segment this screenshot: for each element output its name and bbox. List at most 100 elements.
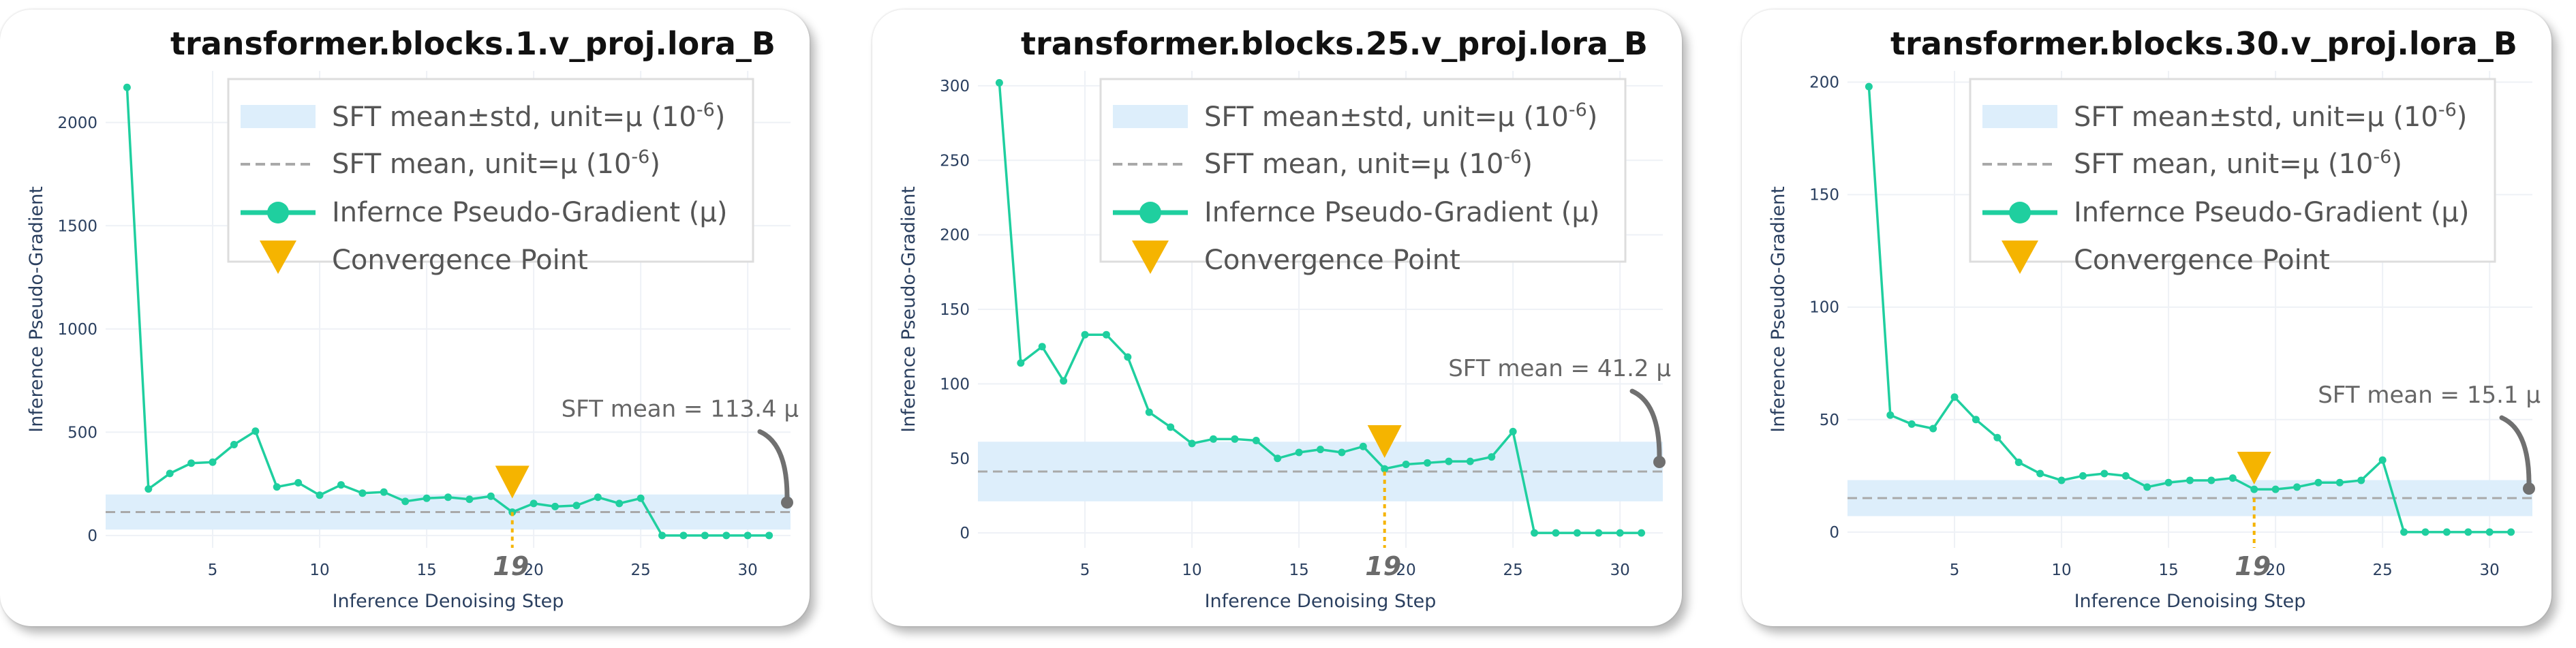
annotation-arrow-head (781, 496, 793, 509)
x-tick-label: 25 (2373, 561, 2393, 579)
gradient-point (1295, 448, 1303, 457)
gradient-point (358, 489, 367, 497)
gradient-point (337, 481, 345, 489)
gradient-point (123, 83, 131, 91)
convergence-step-label: 19 (1365, 551, 1401, 581)
gradient-point (1929, 425, 1937, 433)
gradient-point (444, 493, 452, 502)
gradient-point (1231, 435, 1239, 443)
x-tick-label: 15 (2158, 561, 2178, 579)
x-tick-label: 25 (631, 561, 651, 579)
legend-swatch-band (241, 105, 316, 128)
gradient-point (551, 502, 559, 510)
gradient-point (1252, 437, 1260, 444)
legend-mean-label: SFT mean, unit=μ (10-6) (332, 146, 660, 180)
gradient-point (380, 488, 388, 496)
gradient-point (1188, 439, 1196, 448)
convergence-step-label: 19 (493, 551, 529, 581)
gradient-point (1017, 359, 1025, 367)
chart-svg: transformer.blocks.1.v_proj.lora_B 5 10 15 2… (26, 25, 799, 612)
convergence-marker (495, 465, 530, 499)
gradient-point (166, 469, 174, 478)
chart-title: transformer.blocks.1.v_proj.lora_B (170, 25, 776, 62)
convergence-step-label: 19 (2235, 551, 2271, 581)
x-tick-label: 30 (738, 561, 758, 579)
gradient-point (2271, 485, 2280, 493)
gradient-point (1145, 408, 1153, 416)
legend-band-label: SFT mean±std, unit=μ (10-6) (2074, 99, 2467, 133)
gradient-point (594, 493, 602, 502)
y-tick-label: 200 (940, 227, 970, 245)
x-tick-label: 30 (2480, 561, 2500, 579)
gradient-point (1993, 433, 2002, 442)
gradient-point (2164, 478, 2173, 487)
sft-mean-annotation: SFT mean = 15.1 μ (2318, 382, 2541, 409)
gradient-point (1081, 330, 1089, 339)
gradient-point (1907, 420, 1916, 428)
gradient-point (1488, 453, 1496, 461)
gradient-point (2143, 483, 2151, 491)
gradient-point (679, 531, 688, 540)
sft-std-band (1847, 480, 2532, 516)
gradient-point (530, 499, 538, 508)
gradient-point (1124, 353, 1132, 361)
y-tick-label: 2000 (57, 114, 97, 132)
gradient-point (2357, 476, 2365, 484)
gradient-point (401, 497, 410, 506)
gradient-point (2485, 528, 2494, 536)
x-axis-title: Inference Denoising Step (2074, 591, 2306, 612)
legend-band-label: SFT mean±std, unit=μ (10-6) (332, 99, 725, 133)
chart-svg: transformer.blocks.25.v_proj.lora_B 5 10 15… (898, 25, 1671, 612)
convergence-marker (1367, 425, 1402, 458)
legend-swatch-marker (1132, 241, 1169, 274)
gradient-point (722, 531, 731, 540)
gradient-point (637, 494, 645, 502)
x-tick-label: 20 (1396, 561, 1415, 579)
legend-swatch-band (1982, 105, 2057, 128)
y-tick-label: 500 (67, 424, 97, 442)
gradient-point (2186, 476, 2194, 484)
gradient-point (1552, 529, 1560, 537)
legend-swatch-series-dot (2009, 202, 2031, 223)
chart-title: transformer.blocks.30.v_proj.lora_B (1890, 25, 2517, 62)
x-tick-label: 20 (523, 561, 543, 579)
chart-panel-3: transformer.blocks.30.v_proj.lora_B 5 10 15… (1742, 10, 2551, 626)
gradient-point (144, 485, 153, 493)
gradient-point (1060, 377, 1068, 385)
legend-box (1969, 78, 2496, 263)
gradient-point (2464, 528, 2472, 536)
gradient-point (2057, 476, 2066, 484)
gradient-point (2507, 528, 2515, 536)
gradient-point (2014, 459, 2023, 467)
gradient-point (1167, 423, 1175, 431)
x-tick-label: 15 (416, 561, 436, 579)
gradient-point (1317, 446, 1324, 454)
x-tick-label: 10 (309, 561, 329, 579)
annotation-arrow (1629, 388, 1662, 459)
gradient-point (1445, 457, 1453, 465)
gradient-point (658, 531, 666, 540)
sft-mean-annotation: SFT mean = 41.2 μ (1448, 355, 1671, 382)
gradient-point (1424, 459, 1432, 467)
gradient-point (743, 531, 752, 540)
x-tick-label: 20 (2265, 561, 2285, 579)
gradient-point (2250, 485, 2258, 493)
x-tick-label: 25 (1503, 561, 1523, 579)
gradient-point (187, 459, 196, 467)
legend-mean-label: SFT mean, unit=μ (10-6) (1204, 146, 1533, 180)
gradient-point (209, 458, 217, 466)
gradient-point (615, 499, 624, 508)
y-tick-label: 0 (960, 525, 970, 542)
y-tick-label: 250 (940, 152, 970, 170)
gradient-point (765, 531, 773, 540)
legend-swatch-marker (260, 241, 296, 274)
gradient-point (1038, 343, 1046, 351)
gradient-point (2207, 476, 2215, 484)
x-tick-label: 5 (208, 561, 218, 579)
gradient-point (2400, 528, 2408, 536)
gradient-point (2314, 478, 2322, 487)
y-tick-label: 150 (1809, 187, 1839, 204)
legend-band-label: SFT mean±std, unit=μ (10-6) (1204, 99, 1597, 133)
y-tick-label: 200 (1809, 74, 1839, 92)
gradient-point (1509, 427, 1517, 435)
